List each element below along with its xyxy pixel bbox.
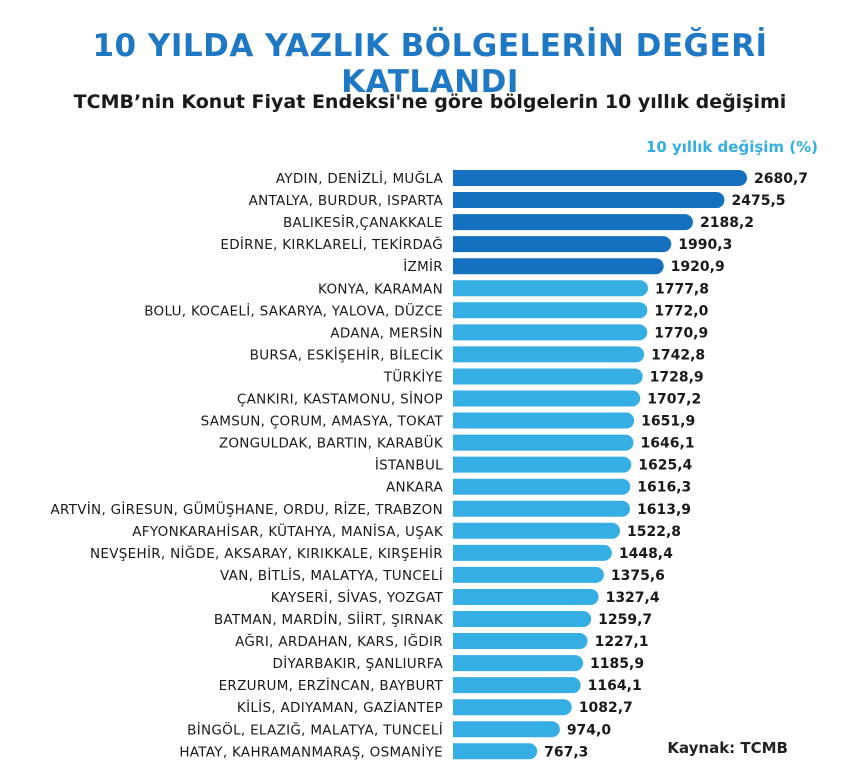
bar bbox=[453, 390, 641, 407]
value-label: 1770,9 bbox=[654, 325, 708, 341]
value-label: 1651,9 bbox=[641, 414, 695, 430]
bar bbox=[453, 368, 643, 385]
value-label: 974,0 bbox=[567, 722, 612, 738]
bar bbox=[453, 236, 672, 253]
bar bbox=[453, 478, 631, 495]
category-label: VAN, BİTLİS, MALATYA, TUNCELİ bbox=[220, 566, 443, 584]
category-label: ZONGULDAK, BARTIN, KARABÜK bbox=[219, 434, 444, 452]
value-label: 1375,6 bbox=[611, 568, 665, 584]
value-label: 1707,2 bbox=[647, 392, 701, 408]
bar bbox=[453, 588, 599, 605]
category-label: BALIKESİR,ÇANAKKALE bbox=[283, 213, 443, 231]
value-label: 1616,3 bbox=[637, 480, 691, 496]
value-label: 1082,7 bbox=[579, 700, 633, 716]
bar bbox=[453, 214, 693, 231]
category-label: ANKARA bbox=[386, 480, 444, 496]
category-label: AĞRI, ARDAHAN, KARS, IĞDIR bbox=[235, 632, 443, 650]
bar bbox=[453, 566, 604, 583]
value-label: 2188,2 bbox=[700, 215, 754, 231]
value-label: 1646,1 bbox=[641, 436, 695, 452]
category-label: AFYONKARAHİSAR, KÜTAHYA, MANİSA, UŞAK bbox=[132, 522, 444, 540]
value-label: 1448,4 bbox=[619, 546, 673, 562]
bar bbox=[453, 434, 634, 451]
value-label: 1777,8 bbox=[655, 281, 709, 297]
value-label: 1185,9 bbox=[590, 656, 644, 672]
value-label: 1164,1 bbox=[588, 678, 642, 694]
category-label: BİNGÖL, ELAZIĞ, MALATYA, TUNCELİ bbox=[187, 720, 443, 738]
value-label: 1728,9 bbox=[650, 369, 704, 385]
bar bbox=[453, 721, 560, 738]
value-label: 1259,7 bbox=[598, 612, 652, 628]
bar bbox=[453, 699, 572, 716]
category-label: ADANA, MERSİN bbox=[330, 323, 443, 341]
category-label: EDİRNE, KIRKLARELİ, TEKİRDAĞ bbox=[220, 235, 443, 253]
bar bbox=[453, 324, 648, 341]
chart-subtitle: TCMB’nin Konut Fiyat Endeksi'ne göre böl… bbox=[73, 91, 787, 113]
chart-title: 10 YILDA YAZLIK BÖLGELERİN DEĞERİ KATLAN… bbox=[92, 28, 768, 100]
bar bbox=[453, 500, 631, 517]
bar bbox=[453, 192, 725, 209]
category-label: HATAY, KAHRAMANMARAŞ, OSMANİYE bbox=[179, 742, 443, 760]
category-label: DİYARBAKIR, ŞANLIURFA bbox=[273, 654, 444, 672]
category-label: İSTANBUL bbox=[375, 456, 443, 474]
bar bbox=[453, 743, 538, 760]
value-label: 1613,9 bbox=[637, 502, 691, 518]
category-label: ERZURUM, ERZİNCAN, BAYBURT bbox=[219, 676, 444, 694]
bar bbox=[453, 170, 747, 186]
bar bbox=[453, 677, 581, 694]
category-label: BURSA, ESKİŞEHİR, BİLECİK bbox=[250, 345, 444, 363]
value-label: 1742,8 bbox=[651, 347, 705, 363]
value-label: 1920,9 bbox=[671, 259, 725, 275]
value-label: 1327,4 bbox=[606, 590, 660, 606]
category-label: BATMAN, MARDİN, SİİRT, ŞIRNAK bbox=[214, 610, 444, 628]
source-note: Kaynak: TCMB bbox=[667, 739, 788, 757]
bar bbox=[453, 633, 588, 650]
value-label: 1990,3 bbox=[678, 237, 732, 253]
legend-label: 10 yıllık değişim (%) bbox=[645, 138, 818, 156]
bar bbox=[453, 302, 648, 319]
category-label: İZMİR bbox=[403, 257, 443, 275]
category-label: TÜRKİYE bbox=[383, 367, 443, 385]
category-label: NEVŞEHİR, NİĞDE, AKSARAY, KIRIKKALE, KIR… bbox=[90, 544, 443, 562]
value-label: 1227,1 bbox=[595, 634, 649, 650]
value-label: 1625,4 bbox=[638, 458, 692, 474]
category-label: KAYSERİ, SİVAS, YOZGAT bbox=[271, 588, 444, 606]
category-label: ARTVİN, GİRESUN, GÜMÜŞHANE, ORDU, RİZE, … bbox=[50, 500, 443, 518]
category-label: BOLU, KOCAELİ, SAKARYA, YALOVA, DÜZCE bbox=[144, 301, 443, 319]
bar bbox=[453, 280, 648, 297]
bar bbox=[453, 412, 635, 429]
bar bbox=[453, 544, 612, 561]
bar bbox=[453, 522, 621, 539]
value-label: 2475,5 bbox=[731, 193, 785, 209]
bar bbox=[453, 258, 664, 275]
value-label: 1522,8 bbox=[627, 524, 681, 540]
category-label: ANTALYA, BURDUR, ISPARTA bbox=[249, 193, 444, 209]
bar bbox=[453, 611, 592, 627]
bar bbox=[453, 456, 632, 473]
bar bbox=[453, 346, 645, 363]
bar bbox=[453, 655, 584, 672]
value-label: 2680,7 bbox=[754, 171, 808, 187]
category-label: SAMSUN, ÇORUM, AMASYA, TOKAT bbox=[201, 414, 444, 430]
value-label: 1772,0 bbox=[654, 303, 708, 319]
category-label: KİLİS, ADIYAMAN, GAZİANTEP bbox=[237, 698, 443, 716]
category-label: KONYA, KARAMAN bbox=[318, 281, 443, 297]
category-label: AYDIN, DENİZLİ, MUĞLA bbox=[276, 169, 444, 187]
value-label: 767,3 bbox=[544, 744, 588, 760]
category-label: ÇANKIRI, KASTAMONU, SİNOP bbox=[237, 390, 443, 408]
